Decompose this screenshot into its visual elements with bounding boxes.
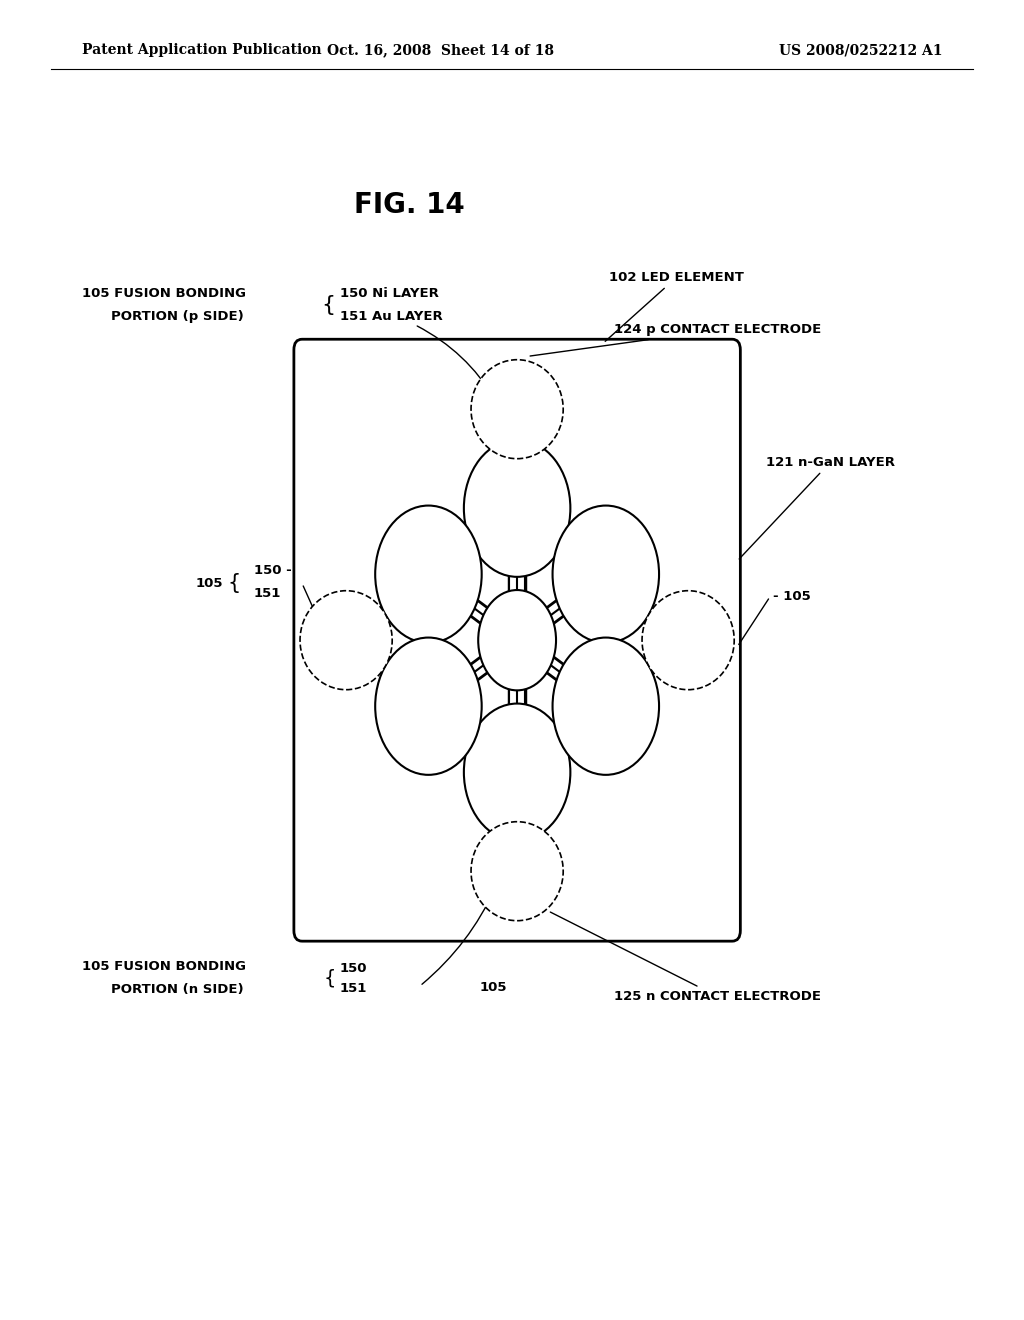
Circle shape xyxy=(553,638,659,775)
Text: 105: 105 xyxy=(196,577,223,590)
Ellipse shape xyxy=(300,590,392,689)
Text: 121 n-GaN LAYER: 121 n-GaN LAYER xyxy=(739,455,895,558)
Circle shape xyxy=(478,590,556,690)
Circle shape xyxy=(375,638,481,775)
Circle shape xyxy=(553,506,659,643)
Text: Patent Application Publication: Patent Application Publication xyxy=(82,44,322,57)
Circle shape xyxy=(464,704,570,841)
Text: Oct. 16, 2008  Sheet 14 of 18: Oct. 16, 2008 Sheet 14 of 18 xyxy=(327,44,554,57)
Text: 151: 151 xyxy=(254,587,282,601)
Ellipse shape xyxy=(642,590,734,689)
Text: FIG. 14: FIG. 14 xyxy=(354,190,465,219)
Text: {: { xyxy=(227,573,241,594)
Text: {: { xyxy=(322,294,336,315)
Text: PORTION (n SIDE): PORTION (n SIDE) xyxy=(111,983,244,997)
Circle shape xyxy=(375,506,481,643)
FancyBboxPatch shape xyxy=(294,339,740,941)
Text: - 105: - 105 xyxy=(773,590,811,603)
Text: 151 Au LAYER: 151 Au LAYER xyxy=(340,310,442,323)
Text: 124 p CONTACT ELECTRODE: 124 p CONTACT ELECTRODE xyxy=(530,323,821,356)
Text: 105 FUSION BONDING: 105 FUSION BONDING xyxy=(82,286,246,300)
Text: 150 -: 150 - xyxy=(254,564,292,577)
Circle shape xyxy=(464,440,570,577)
Text: 151: 151 xyxy=(340,982,368,995)
Text: 150: 150 xyxy=(340,962,368,975)
Ellipse shape xyxy=(471,821,563,921)
Text: 125 n CONTACT ELECTRODE: 125 n CONTACT ELECTRODE xyxy=(550,912,821,1003)
Text: 105: 105 xyxy=(479,981,507,994)
Text: 102 LED ELEMENT: 102 LED ELEMENT xyxy=(605,271,744,342)
Text: 150 Ni LAYER: 150 Ni LAYER xyxy=(340,286,439,300)
Text: {: { xyxy=(324,969,336,987)
Text: PORTION (p SIDE): PORTION (p SIDE) xyxy=(111,310,244,323)
Ellipse shape xyxy=(471,359,563,459)
Text: US 2008/0252212 A1: US 2008/0252212 A1 xyxy=(778,44,942,57)
Text: 105 FUSION BONDING: 105 FUSION BONDING xyxy=(82,960,246,973)
